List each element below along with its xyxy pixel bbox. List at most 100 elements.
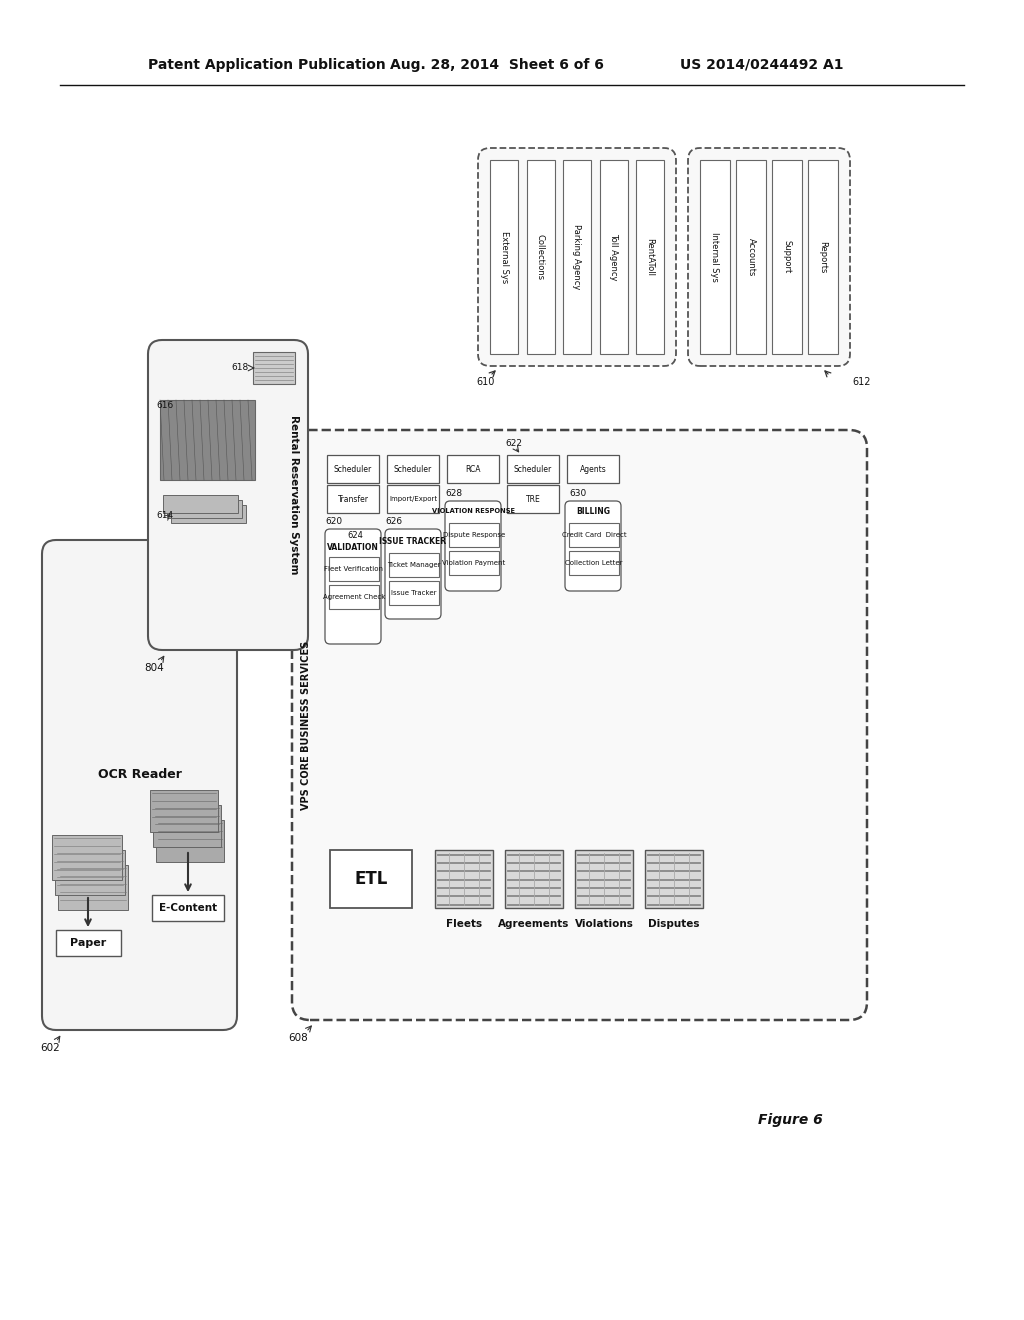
- Bar: [156, 820, 224, 862]
- Text: Issue Tracker: Issue Tracker: [391, 590, 437, 597]
- Bar: [329, 557, 379, 581]
- Text: Ticket Manager: Ticket Manager: [387, 562, 440, 568]
- FancyBboxPatch shape: [292, 430, 867, 1020]
- Bar: [700, 160, 730, 354]
- Bar: [435, 850, 493, 908]
- FancyBboxPatch shape: [478, 148, 676, 366]
- Text: Reports: Reports: [818, 240, 827, 273]
- Text: ISSUE TRACKER: ISSUE TRACKER: [380, 536, 446, 545]
- Bar: [58, 865, 128, 909]
- Bar: [389, 553, 439, 577]
- Text: US 2014/0244492 A1: US 2014/0244492 A1: [680, 58, 844, 73]
- Text: Paper: Paper: [70, 939, 106, 948]
- Text: Agreement Check: Agreement Check: [323, 594, 385, 601]
- FancyBboxPatch shape: [42, 540, 237, 1030]
- FancyBboxPatch shape: [688, 148, 850, 366]
- Bar: [447, 455, 499, 483]
- Text: 804: 804: [144, 663, 164, 673]
- Text: Rental Reservation System: Rental Reservation System: [289, 416, 299, 574]
- Text: 608: 608: [288, 1034, 308, 1043]
- Bar: [569, 523, 618, 546]
- Bar: [153, 805, 221, 847]
- Bar: [150, 789, 218, 832]
- Text: BILLING: BILLING: [575, 507, 610, 516]
- Bar: [449, 523, 499, 546]
- Bar: [636, 160, 664, 354]
- Bar: [563, 160, 591, 354]
- Bar: [327, 455, 379, 483]
- Text: Accounts: Accounts: [746, 238, 756, 276]
- Text: 616: 616: [156, 400, 173, 409]
- Text: Violations: Violations: [574, 919, 634, 929]
- Bar: [387, 455, 439, 483]
- Text: 612: 612: [852, 378, 870, 387]
- FancyBboxPatch shape: [148, 341, 308, 649]
- Bar: [575, 850, 633, 908]
- Bar: [736, 160, 766, 354]
- Text: ETL: ETL: [354, 870, 388, 888]
- Text: RCA: RCA: [465, 465, 480, 474]
- Bar: [507, 455, 559, 483]
- Text: Parking Agency: Parking Agency: [572, 224, 582, 289]
- FancyBboxPatch shape: [325, 529, 381, 644]
- Text: Dispute Response: Dispute Response: [442, 532, 505, 539]
- Bar: [330, 850, 412, 908]
- Text: 620: 620: [325, 516, 342, 525]
- Bar: [599, 160, 628, 354]
- Text: Scheduler: Scheduler: [394, 465, 432, 474]
- Text: Agreements: Agreements: [499, 919, 569, 929]
- Bar: [526, 160, 555, 354]
- Bar: [569, 550, 618, 576]
- Text: 624: 624: [347, 532, 362, 540]
- Bar: [507, 484, 559, 513]
- Text: Aug. 28, 2014  Sheet 6 of 6: Aug. 28, 2014 Sheet 6 of 6: [390, 58, 604, 73]
- Text: Support: Support: [782, 240, 792, 273]
- FancyBboxPatch shape: [445, 502, 501, 591]
- Text: Internal Sys: Internal Sys: [711, 232, 720, 282]
- Bar: [52, 836, 122, 880]
- Text: 610: 610: [476, 378, 495, 387]
- Text: Disputes: Disputes: [648, 919, 699, 929]
- Text: Fleets: Fleets: [445, 919, 482, 929]
- Bar: [152, 895, 224, 921]
- Bar: [327, 484, 379, 513]
- Text: 630: 630: [569, 488, 587, 498]
- Bar: [175, 510, 250, 528]
- Text: RentAToll: RentAToll: [645, 238, 654, 276]
- Bar: [55, 850, 125, 895]
- Bar: [387, 484, 439, 513]
- Bar: [253, 352, 295, 384]
- Text: Agents: Agents: [580, 465, 606, 474]
- Bar: [389, 581, 439, 605]
- FancyBboxPatch shape: [565, 502, 621, 591]
- Text: Import/Export: Import/Export: [389, 496, 437, 502]
- Bar: [329, 585, 379, 609]
- Bar: [160, 400, 255, 480]
- Text: 626: 626: [385, 516, 402, 525]
- FancyBboxPatch shape: [385, 529, 441, 619]
- Bar: [772, 160, 802, 354]
- Text: Transfer: Transfer: [338, 495, 369, 503]
- Text: Violation Payment: Violation Payment: [442, 560, 506, 566]
- Bar: [567, 455, 618, 483]
- Text: Scheduler: Scheduler: [514, 465, 552, 474]
- Text: VIOLATION RESPONSE: VIOLATION RESPONSE: [431, 508, 514, 513]
- Text: 602: 602: [40, 1043, 59, 1053]
- Bar: [505, 850, 563, 908]
- Text: 618: 618: [231, 363, 249, 372]
- Bar: [56, 931, 121, 956]
- Bar: [645, 850, 703, 908]
- Text: Figure 6: Figure 6: [758, 1113, 822, 1127]
- Text: External Sys: External Sys: [500, 231, 509, 282]
- Text: Collection Letter: Collection Letter: [565, 560, 623, 566]
- Text: TRE: TRE: [525, 495, 541, 503]
- Bar: [490, 160, 518, 354]
- Text: 614: 614: [156, 511, 173, 520]
- Text: Collections: Collections: [536, 234, 545, 280]
- Text: Patent Application Publication: Patent Application Publication: [148, 58, 386, 73]
- Text: VPS CORE BUSINESS SERVICES: VPS CORE BUSINESS SERVICES: [301, 640, 311, 809]
- Bar: [163, 495, 238, 513]
- Text: Credit Card  Direct: Credit Card Direct: [562, 532, 627, 539]
- Text: OCR Reader: OCR Reader: [97, 768, 181, 781]
- Text: VALIDATION: VALIDATION: [327, 543, 379, 552]
